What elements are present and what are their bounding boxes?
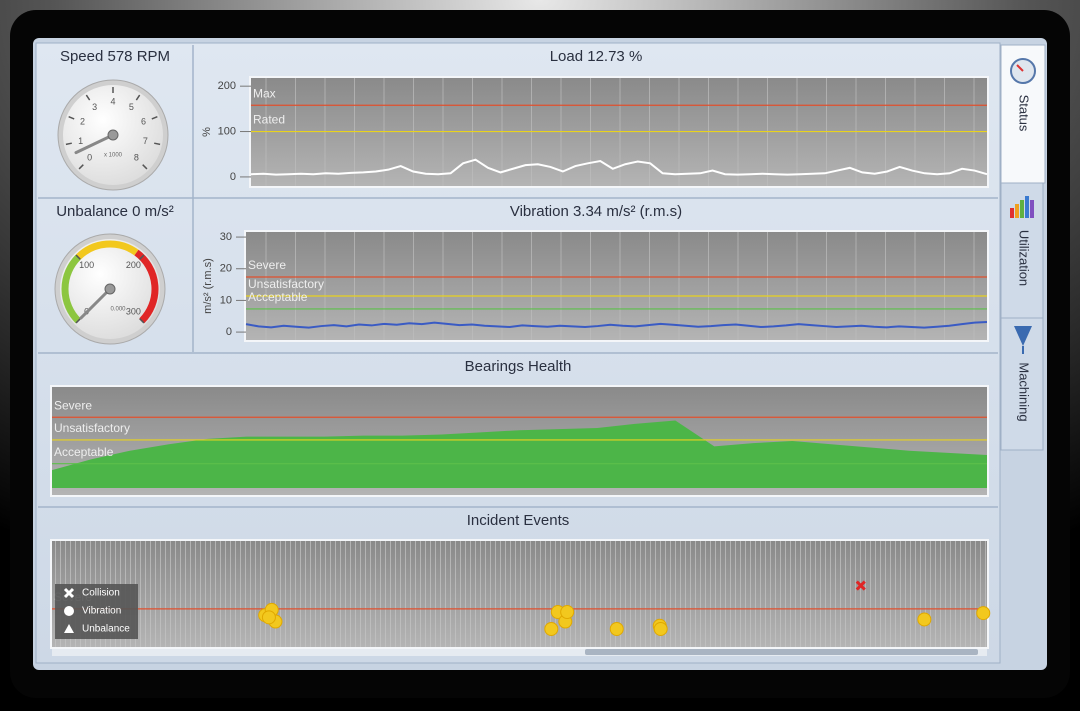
legend: Collision Vibration Unbalance <box>55 584 138 639</box>
threshold-label: Severe <box>248 258 286 272</box>
y-axis-label: % <box>201 127 213 137</box>
tab-label[interactable]: Status <box>1017 95 1032 132</box>
threshold-label: Unsatisfactory <box>248 277 324 291</box>
gauge-tick <box>142 164 148 170</box>
panel-title: Unbalance 0 m/s² <box>56 203 174 220</box>
scroll-thumb[interactable] <box>585 649 978 655</box>
tab-label[interactable]: Machining <box>1017 362 1032 421</box>
gauge-tick-label: 300 <box>126 307 141 317</box>
threshold-label: Acceptable <box>54 445 114 459</box>
legend-label: Unbalance <box>82 624 130 635</box>
gauge-band <box>61 254 81 324</box>
gauge-tick <box>75 254 81 260</box>
collision-marker <box>855 580 866 591</box>
gauge-needle <box>79 287 112 320</box>
gauge-tick-label: 2 <box>80 117 85 127</box>
series-line <box>250 158 988 176</box>
series-line <box>245 320 988 329</box>
gauge-hub <box>107 129 119 141</box>
gauge-tick <box>135 94 141 101</box>
threshold-label: Rated <box>253 113 285 127</box>
gauge-tick <box>75 318 81 324</box>
gauge-tick <box>65 142 72 146</box>
panel-title: Vibration 3.34 m/s² (r.m.s) <box>510 203 682 220</box>
panel-title: Bearings Health <box>465 358 572 375</box>
gauge-unit: x 1000 <box>104 153 123 159</box>
legend-icon <box>63 587 75 599</box>
threshold-label: Unsatisfactory <box>54 421 130 435</box>
vibration-marker <box>917 612 932 627</box>
gauge-tick-label: 4 <box>110 96 115 106</box>
legend-label: Collision <box>82 588 120 599</box>
vibration-marker <box>609 621 624 636</box>
gauge-needle <box>74 133 115 155</box>
vibration-marker <box>653 621 668 636</box>
y-tick-label: 100 <box>218 125 236 137</box>
gauge-tick <box>151 115 158 120</box>
gauge-tick-label: 7 <box>143 136 148 146</box>
y-tick-label: 30 <box>220 231 232 243</box>
gauge-hub <box>104 283 116 295</box>
gauge-tick-label: 1 <box>78 136 83 146</box>
y-axis-label: m/s² (r.m.s) <box>202 258 214 314</box>
threshold-label: Max <box>253 86 276 100</box>
gauge-tick <box>139 254 145 260</box>
gauge-band <box>134 249 159 324</box>
scrollbar[interactable] <box>52 648 987 656</box>
vibration-marker <box>544 621 559 636</box>
tab-icons <box>1010 58 1036 354</box>
gauge-tick-label: 5 <box>129 102 134 112</box>
y-tick-label: 200 <box>218 80 236 92</box>
gauge-tick <box>139 318 145 324</box>
gauge-tick <box>78 164 84 170</box>
gauge-tick-label: 0 <box>87 153 92 163</box>
gauge-tick-label: 100 <box>79 260 94 270</box>
gauge-tick-label: 6 <box>141 117 146 127</box>
y-tick-label: 10 <box>220 294 232 306</box>
gauge-tick <box>154 142 161 146</box>
panel-title: Speed 578 RPM <box>60 48 170 65</box>
plot-grid <box>52 541 987 647</box>
panel-borders <box>38 45 998 508</box>
legend-icon <box>64 606 74 616</box>
vibration-marker <box>261 610 276 625</box>
gauge-tick-label: 200 <box>126 260 141 270</box>
legend-icon <box>64 624 74 633</box>
threshold-label: Severe <box>54 398 92 412</box>
panel-title: Incident Events <box>467 512 570 529</box>
tab-label[interactable]: Utilization <box>1017 230 1032 286</box>
gauge-band <box>75 240 139 260</box>
gauge-tick-label: 3 <box>92 102 97 112</box>
vibration-marker <box>976 606 991 621</box>
threshold-label: Acceptable <box>248 290 308 304</box>
legend-label: Vibration <box>82 606 121 617</box>
y-tick-label: 0 <box>226 326 232 338</box>
vibration-marker <box>560 605 575 620</box>
gauge-tick <box>85 94 91 101</box>
panel-title: Load 12.73 % <box>550 48 643 65</box>
plot-grid <box>246 232 987 340</box>
gauge-tick-label: 8 <box>134 153 139 163</box>
gauge-readout: 0.000 <box>110 307 126 313</box>
y-tick-label: 20 <box>220 263 232 275</box>
gauge-tick <box>68 115 75 120</box>
series-area <box>52 420 987 488</box>
y-tick-label: 0 <box>230 171 236 183</box>
